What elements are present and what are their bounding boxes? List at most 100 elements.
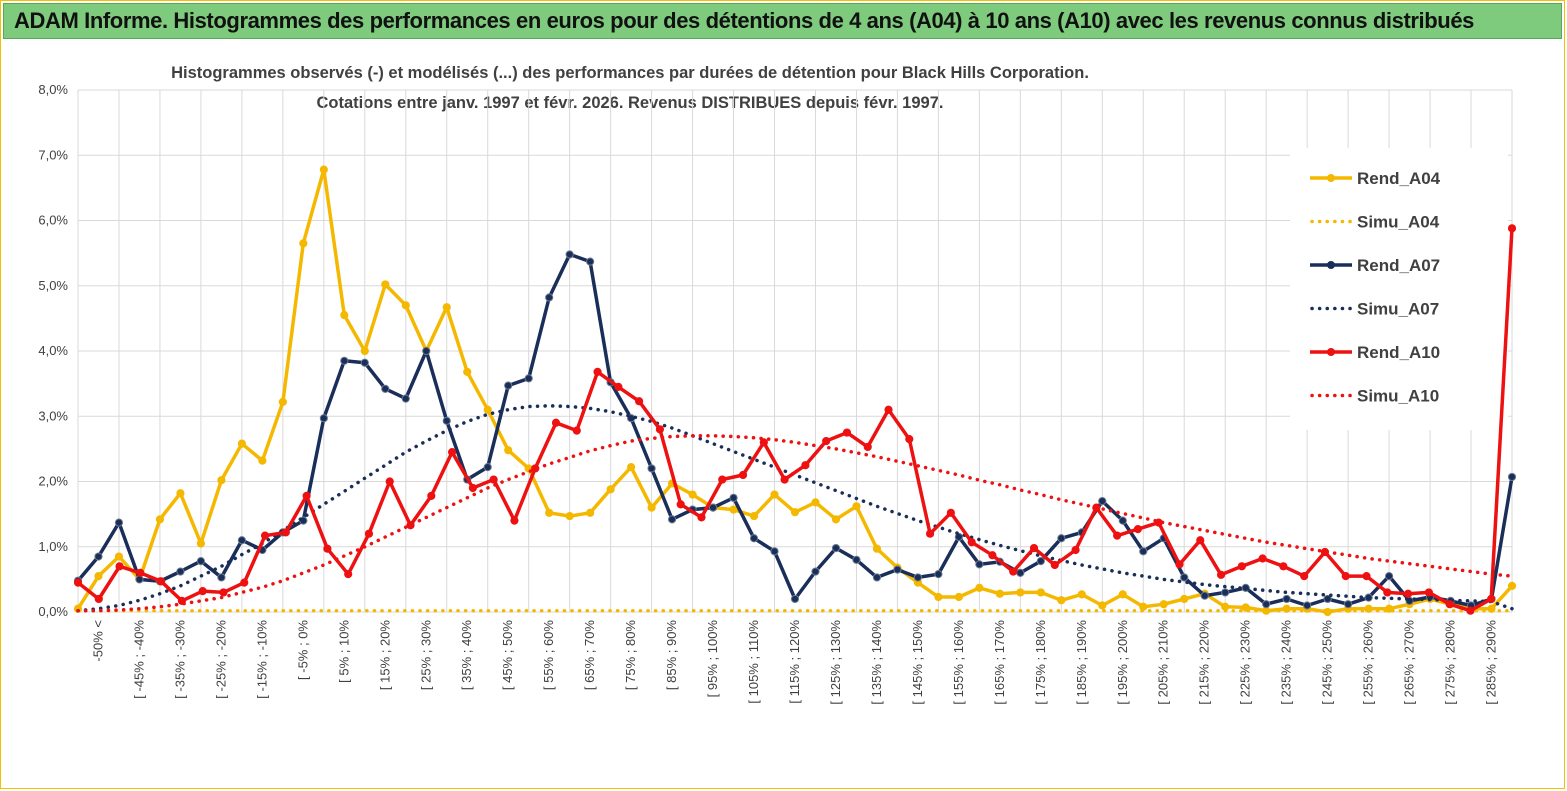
data-point-Rend_A10 bbox=[905, 434, 914, 444]
x-tick-label: [ 265% ; 270% bbox=[1402, 620, 1417, 705]
x-tick-label: [ -45% ; -40% bbox=[131, 620, 146, 699]
data-point-Rend_A10 bbox=[614, 382, 623, 391]
data-point-Rend_A07 bbox=[1016, 568, 1025, 577]
data-point-Rend_A07 bbox=[1507, 472, 1517, 482]
data-point-Rend_A04 bbox=[770, 490, 779, 499]
x-tick-label: [ 285% ; 290% bbox=[1484, 620, 1499, 705]
data-point-Rend_A04 bbox=[852, 502, 861, 511]
x-tick-label: [ 35% ; 40% bbox=[459, 620, 474, 691]
data-point-Rend_A10 bbox=[801, 461, 810, 470]
header-bar: ADAM Informe. Histogrammes des performan… bbox=[3, 3, 1562, 39]
data-point-Rend_A07 bbox=[872, 573, 882, 582]
legend-label-Simu_A04: Simu_A04 bbox=[1357, 213, 1440, 232]
x-tick-label: [ 65% ; 70% bbox=[582, 620, 597, 691]
data-point-Rend_A04 bbox=[790, 508, 800, 517]
x-tick-label: [ 15% ; 20% bbox=[377, 620, 392, 691]
x-tick-label: [ 175% ; 180% bbox=[1033, 620, 1048, 705]
data-point-Rend_A10 bbox=[822, 436, 831, 446]
x-tick-label: [ 25% ; 30% bbox=[418, 620, 433, 691]
data-point-Rend_A04 bbox=[995, 589, 1004, 598]
data-point-Rend_A07 bbox=[1221, 588, 1230, 597]
x-tick-label: [ 145% ; 150% bbox=[910, 620, 925, 705]
legend-label-Simu_A07: Simu_A07 bbox=[1357, 300, 1439, 319]
data-point-Rend_A07 bbox=[749, 534, 759, 543]
data-point-Rend_A04 bbox=[975, 583, 984, 592]
data-point-Rend_A04 bbox=[299, 239, 308, 248]
data-point-Rend_A07 bbox=[1200, 591, 1209, 600]
data-point-Rend_A07 bbox=[176, 567, 185, 576]
data-point-Rend_A07 bbox=[340, 356, 349, 365]
data-point-Rend_A07 bbox=[504, 381, 513, 390]
data-point-Rend_A04 bbox=[114, 552, 124, 561]
data-point-Rend_A10 bbox=[988, 551, 997, 560]
data-point-Rend_A10 bbox=[842, 428, 852, 437]
data-point-Rend_A07 bbox=[934, 570, 943, 579]
data-point-Rend_A07 bbox=[1139, 547, 1148, 556]
data-point-Rend_A07 bbox=[422, 346, 431, 356]
data-point-Rend_A04 bbox=[237, 439, 246, 448]
data-point-Rend_A10 bbox=[302, 491, 311, 500]
data-point-Rend_A04 bbox=[1118, 590, 1127, 599]
data-point-Rend_A07 bbox=[1384, 572, 1394, 581]
data-point-Rend_A07 bbox=[852, 555, 861, 564]
data-point-Rend_A10 bbox=[240, 578, 249, 587]
data-point-Rend_A04 bbox=[1139, 602, 1148, 611]
data-point-Rend_A10 bbox=[1050, 560, 1059, 570]
data-point-Rend_A07 bbox=[381, 384, 390, 393]
data-point-Rend_A10 bbox=[344, 570, 353, 579]
data-point-Rend_A10 bbox=[1507, 224, 1517, 233]
data-point-Rend_A10 bbox=[1258, 554, 1267, 563]
data-point-Rend_A07 bbox=[401, 394, 410, 403]
y-tick-label: 5,0% bbox=[38, 278, 68, 293]
data-point-Rend_A04 bbox=[1180, 594, 1189, 604]
data-point-Rend_A07 bbox=[545, 293, 554, 302]
data-point-Rend_A07 bbox=[360, 358, 369, 367]
data-point-Rend_A04 bbox=[155, 515, 165, 524]
data-point-Rend_A04 bbox=[483, 405, 492, 414]
data-point-Rend_A04 bbox=[872, 544, 882, 553]
data-point-Rend_A07 bbox=[196, 557, 206, 566]
data-point-Rend_A10 bbox=[1071, 545, 1080, 555]
data-point-Rend_A04 bbox=[811, 498, 820, 507]
data-point-Rend_A07 bbox=[1098, 496, 1107, 506]
x-tick-label: [ 95% ; 100% bbox=[705, 620, 720, 698]
data-point-Rend_A07 bbox=[667, 515, 677, 524]
data-point-Rend_A10 bbox=[593, 367, 602, 376]
data-point-Rend_A04 bbox=[1036, 588, 1045, 597]
x-tick-label: [ 165% ; 170% bbox=[992, 620, 1007, 705]
header-title: ADAM Informe. Histogrammes des performan… bbox=[14, 8, 1474, 33]
y-tick-label: 7,0% bbox=[38, 147, 68, 162]
x-tick-label: [ 215% ; 220% bbox=[1197, 620, 1212, 705]
data-point-Rend_A07 bbox=[831, 543, 841, 553]
data-point-Rend_A07 bbox=[135, 575, 144, 584]
data-point-Rend_A10 bbox=[1403, 589, 1413, 598]
x-tick-label: [ 85% ; 90% bbox=[664, 620, 679, 691]
data-point-Rend_A04 bbox=[176, 489, 185, 498]
series-line-Simu_A10 bbox=[76, 434, 1514, 613]
data-point-Rend_A04 bbox=[545, 508, 554, 517]
data-point-Rend_A10 bbox=[946, 508, 955, 517]
data-point-Rend_A10 bbox=[1113, 531, 1122, 540]
data-point-Rend_A10 bbox=[1175, 560, 1184, 569]
data-point-Rend_A04 bbox=[340, 311, 349, 320]
data-point-Rend_A10 bbox=[676, 500, 685, 509]
data-point-Rend_A07 bbox=[1057, 534, 1066, 543]
y-tick-label: 1,0% bbox=[38, 539, 68, 554]
data-point-Rend_A04 bbox=[319, 165, 328, 174]
data-point-Rend_A10 bbox=[1487, 594, 1496, 604]
x-tick-label: [ -35% ; -30% bbox=[172, 620, 187, 699]
legend-marker-Rend_A07 bbox=[1327, 261, 1335, 269]
data-point-Rend_A04 bbox=[258, 456, 267, 465]
data-point-Rend_A04 bbox=[360, 346, 369, 356]
data-point-Rend_A10 bbox=[718, 475, 727, 484]
data-point-Rend_A07 bbox=[114, 518, 124, 527]
data-point-Rend_A10 bbox=[1009, 567, 1018, 576]
data-point-Rend_A07 bbox=[708, 503, 718, 512]
data-point-Rend_A10 bbox=[1424, 588, 1433, 597]
data-point-Rend_A10 bbox=[489, 475, 498, 484]
data-point-Rend_A07 bbox=[442, 416, 451, 425]
data-point-Rend_A04 bbox=[606, 485, 615, 494]
legend-label-Rend_A04: Rend_A04 bbox=[1357, 169, 1441, 188]
x-tick-label: [ 105% ; 110% bbox=[746, 620, 761, 704]
x-tick-label: [ 205% ; 210% bbox=[1156, 620, 1171, 705]
